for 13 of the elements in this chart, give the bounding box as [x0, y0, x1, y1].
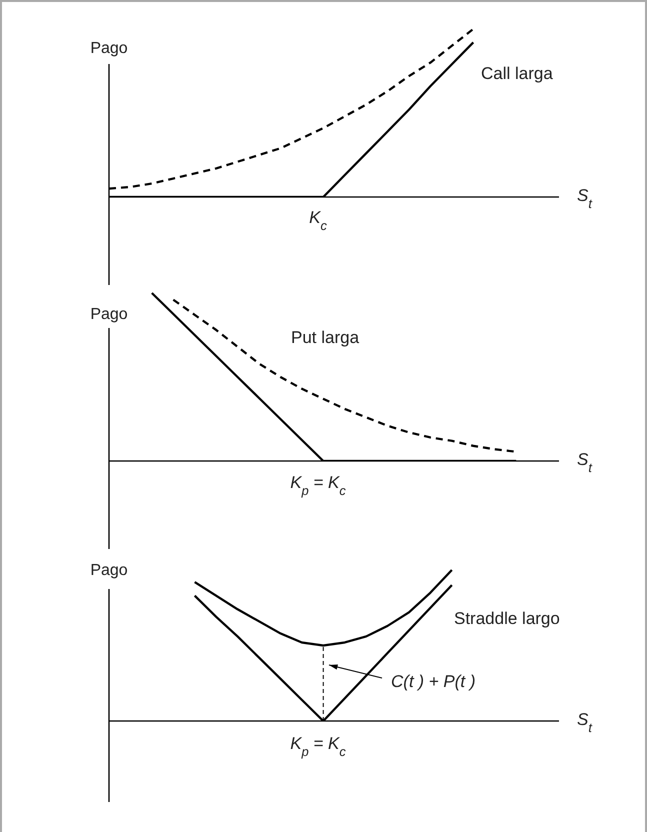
text: K$_{p}$ = K$_{c}$ [290, 734, 346, 759]
y-axis-title: Pago [90, 562, 128, 580]
x-axis-title: S$_{t}$ [577, 710, 592, 735]
text: K$_{c}$ [309, 208, 328, 233]
text: K$_{p}$ = K$_{c}$ [290, 473, 346, 498]
x-axis-title: S$_{t}$ [577, 186, 592, 211]
annotation: Put larga [291, 328, 360, 348]
annotation: C(t ) + P(t ) [391, 672, 476, 692]
y-axis-title: Pago [90, 306, 128, 324]
annotation: Call larga [481, 64, 554, 84]
annotation: Straddle largo [454, 609, 560, 628]
x-axis-title: S$_{t}$ [577, 450, 592, 475]
y-axis-title: Pago [90, 40, 128, 58]
